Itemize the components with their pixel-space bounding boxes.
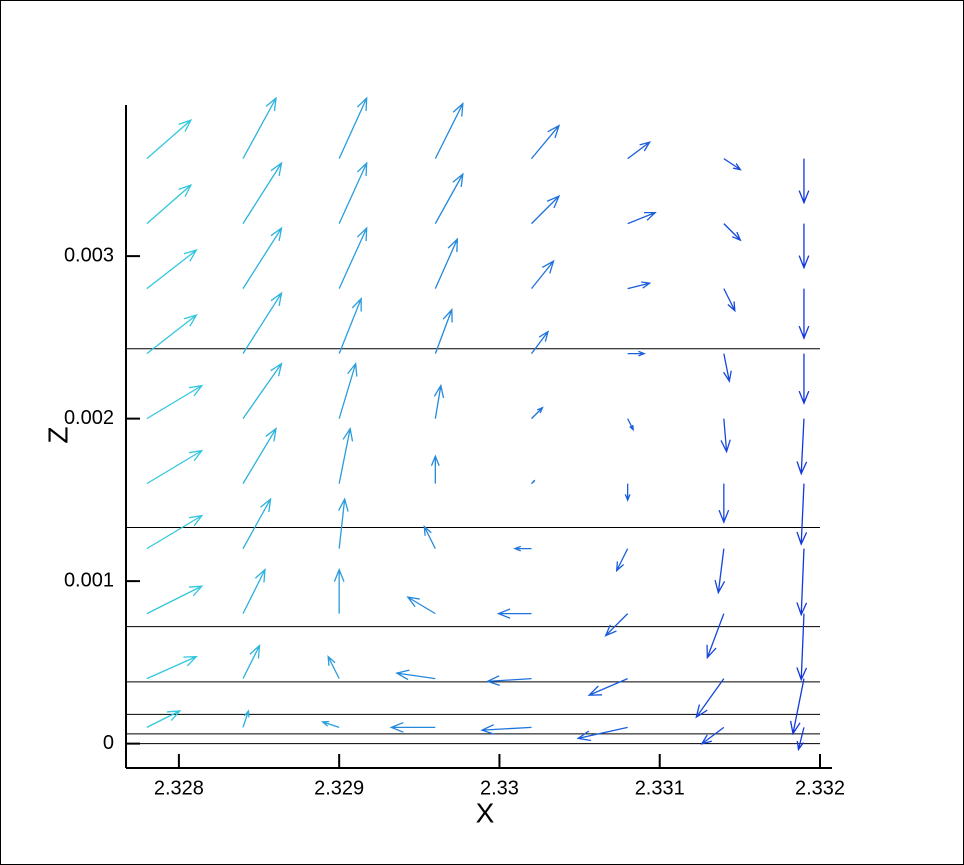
vector-arrow <box>706 613 725 660</box>
vector-arrow <box>789 678 805 736</box>
vector-arrow <box>798 353 810 405</box>
vector-arrow <box>627 141 652 160</box>
vector-arrow <box>242 96 277 159</box>
x-tick-label: 2.328 <box>154 777 204 799</box>
vector-arrow <box>430 454 440 484</box>
vector-arrow <box>338 297 362 354</box>
vector-arrow <box>485 675 532 687</box>
vector-arrow <box>321 720 340 728</box>
vector-arrow <box>406 596 436 615</box>
vector-arrow <box>796 418 808 476</box>
x-tick-label: 2.331 <box>635 777 685 799</box>
vector-arrow <box>604 613 629 637</box>
vector-arrow <box>242 497 272 549</box>
vector-arrow <box>513 545 532 552</box>
vector-arrow <box>146 183 193 225</box>
vector-arrow <box>146 314 198 355</box>
vector-arrow <box>796 548 808 617</box>
vector-arrow <box>531 406 544 420</box>
vector-arrow <box>327 655 340 679</box>
vector-arrow <box>242 226 283 289</box>
vector-arrow <box>338 426 354 484</box>
vector-arrow <box>242 362 283 419</box>
vector-arrow <box>796 727 805 752</box>
vector-arrow <box>434 102 464 159</box>
vector-arrow <box>587 678 628 696</box>
vector-arrow <box>796 613 808 682</box>
vector-arrow <box>723 288 736 313</box>
vector-arrow <box>146 384 204 420</box>
vector-arrow <box>798 288 810 340</box>
vector-arrow <box>798 223 810 270</box>
x-tick-label: 2.332 <box>795 777 845 799</box>
vector-arrow <box>627 350 646 357</box>
y-tick-label: 0.003 <box>64 244 114 266</box>
vector-arrow <box>146 249 198 290</box>
vector-arrow <box>531 124 561 160</box>
x-tick-label: 2.329 <box>314 777 364 799</box>
vector-arrow <box>337 497 349 549</box>
vector-arrow <box>530 330 550 355</box>
vector-arrow <box>146 118 193 160</box>
vector-arrow <box>389 721 436 733</box>
vector-arrow <box>242 291 283 354</box>
vector-arrow <box>615 548 629 573</box>
vector-arrow <box>242 427 277 484</box>
y-axis-title: Z <box>42 426 73 443</box>
vector-arrow <box>146 655 198 680</box>
vector-arrow <box>423 525 436 549</box>
vector-arrow <box>627 418 634 432</box>
vector-arrow <box>434 307 453 354</box>
vector-arrow <box>338 226 368 289</box>
vector-arrow <box>338 361 358 419</box>
vector-arrow <box>338 96 368 159</box>
vector-arrow <box>496 608 532 619</box>
vector-arrow <box>796 483 808 546</box>
vector-arrow <box>434 237 459 289</box>
vector-arrow <box>798 158 810 205</box>
vector-arrow <box>433 383 445 419</box>
vector-arrow <box>146 585 204 615</box>
y-tick-label: 0.002 <box>64 407 114 429</box>
vector-arrow <box>146 710 182 728</box>
vector-arrow <box>718 483 730 524</box>
vector-arrow <box>723 223 742 242</box>
vector-arrow <box>627 281 652 290</box>
vector-arrow <box>146 514 204 550</box>
vector-arrow <box>576 726 628 742</box>
y-tick-label: 0.001 <box>64 569 114 591</box>
vector-arrow <box>242 644 261 679</box>
vector-arrow <box>434 172 464 224</box>
vector-arrow <box>695 678 725 719</box>
vector-arrow <box>242 709 250 728</box>
vector-arrow <box>700 726 725 745</box>
vector-arrow <box>480 724 532 735</box>
vector-arrow <box>530 259 555 290</box>
vector-arrow <box>714 548 726 595</box>
vector-arrow <box>242 161 283 224</box>
vector-arrow <box>720 418 731 454</box>
x-tick-label: 2.33 <box>480 777 519 799</box>
vector-arrow <box>395 669 436 681</box>
vector-arrow <box>338 161 368 224</box>
vector-arrow <box>531 479 536 485</box>
vector-arrow <box>242 568 266 614</box>
vector-arrow <box>333 567 345 614</box>
x-axis-title: X <box>476 797 495 828</box>
y-tick-label: 0 <box>103 732 114 754</box>
vector-arrow <box>531 194 561 225</box>
vector-arrow <box>723 158 742 171</box>
vector-arrow <box>146 449 204 485</box>
vector-arrow <box>723 353 732 383</box>
vector-arrow <box>627 211 657 225</box>
vector-arrow <box>624 483 631 502</box>
